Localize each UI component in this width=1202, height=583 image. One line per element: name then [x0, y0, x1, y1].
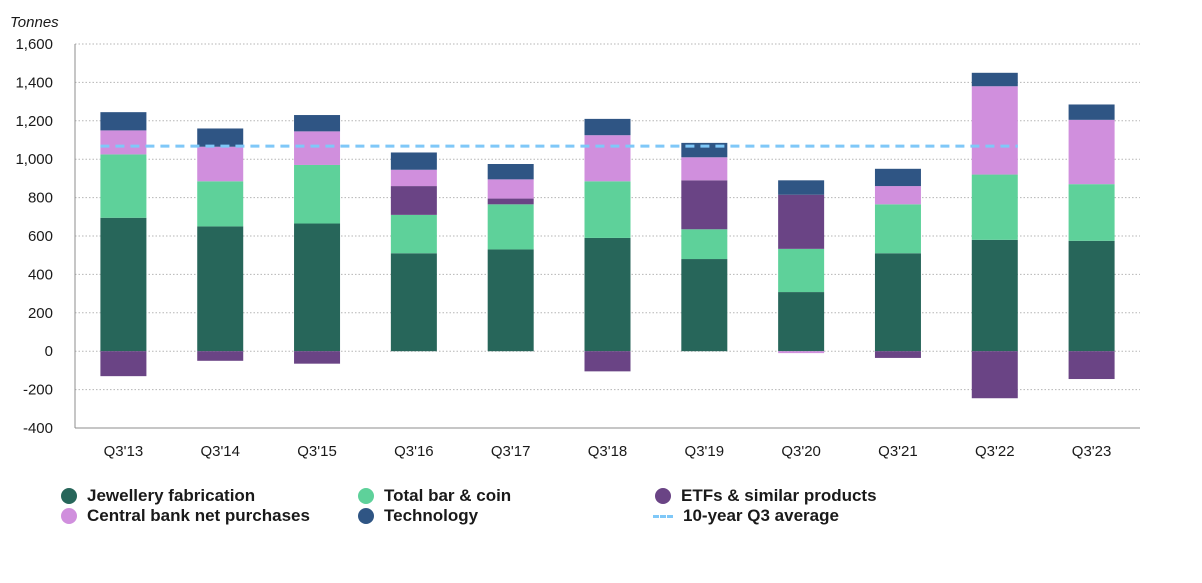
bar-segment [294, 223, 341, 352]
bar-segment [1068, 119, 1115, 185]
bar-segment [874, 351, 921, 358]
bar-segment [874, 253, 921, 352]
bar-segment [487, 164, 534, 180]
bar-segment [197, 226, 244, 352]
bar-segment [971, 86, 1018, 175]
bar-segment [1068, 351, 1115, 380]
bar-segment [390, 169, 437, 187]
bar-segment [681, 229, 728, 260]
bar-segment [197, 351, 244, 361]
bar-segment [487, 204, 534, 250]
bar-segment [971, 174, 1018, 240]
y-tick-label: 1,000 [15, 151, 53, 168]
bar-segment [874, 204, 921, 254]
bar-segment [100, 112, 147, 131]
bar-segment [294, 164, 341, 224]
bar-segment [778, 292, 825, 352]
bar-segment [874, 186, 921, 205]
x-tick-label: Q3'17 [491, 443, 531, 460]
y-tick-label: 400 [28, 266, 53, 283]
bar-segment [584, 135, 631, 182]
bar-segment [778, 351, 825, 354]
bar-segment [681, 180, 728, 230]
x-tick-label: Q3'16 [394, 443, 434, 460]
bar-segment [294, 115, 341, 132]
bar-segment [197, 146, 244, 182]
bar-segment [584, 118, 631, 136]
bar-segment [294, 351, 341, 364]
bar-segment [197, 128, 244, 147]
y-tick-label: -200 [23, 382, 53, 399]
x-tick-label: Q3'15 [297, 443, 337, 460]
y-tick-label: 1,400 [15, 74, 53, 91]
bar-stacks [100, 72, 1115, 399]
x-tick-label: Q3'21 [878, 443, 918, 460]
x-tick-label: Q3'18 [588, 443, 628, 460]
bar-segment [390, 186, 437, 215]
x-tick-label: Q3'14 [200, 443, 240, 460]
y-tick-label: 800 [28, 190, 53, 207]
bar-segment [390, 214, 437, 254]
bar-segment [100, 130, 147, 155]
bar-segment [584, 351, 631, 372]
y-axis-ticks: -400 -200 0 200 400 600 800 1,000 1,200 1,400 1,60… [15, 36, 53, 437]
x-axis-ticks: Q3'13 Q3'14 Q3'15 Q3'16 Q3'17 Q3'18 Q3'19 Q3'20… [104, 443, 1112, 460]
bar-segment [584, 181, 631, 238]
bar-segment [1068, 104, 1115, 120]
y-unit-label: Tonnes [10, 14, 59, 31]
bar-segment [197, 181, 244, 227]
y-tick-label: 200 [28, 305, 53, 322]
bar-segment [584, 237, 631, 352]
bar-segment [1068, 184, 1115, 241]
bar-segment [971, 72, 1018, 87]
x-tick-label: Q3'22 [975, 443, 1015, 460]
bar-segment [487, 249, 534, 352]
bar-segment [778, 180, 825, 195]
bar-segment [971, 351, 1018, 399]
x-tick-label: Q3'23 [1072, 443, 1112, 460]
bar-segment [874, 168, 921, 187]
bar-segment [100, 217, 147, 352]
x-tick-label: Q3'13 [104, 443, 144, 460]
bar-segment [390, 253, 437, 352]
bar-segment [1068, 240, 1115, 352]
y-tick-label: 1,600 [15, 36, 53, 53]
bar-segment [778, 194, 825, 249]
y-tick-label: 1,200 [15, 113, 53, 130]
bar-segment [390, 152, 437, 170]
bar-segment [294, 131, 341, 165]
y-tick-label: -400 [23, 420, 53, 437]
bar-segment [681, 157, 728, 181]
bar-segment [487, 179, 534, 199]
bar-segment [681, 259, 728, 352]
x-axis [74, 44, 1140, 429]
y-tick-label: 0 [45, 343, 53, 360]
bar-segment [487, 198, 534, 205]
bar-segment [100, 154, 147, 218]
x-tick-label: Q3'20 [781, 443, 821, 460]
x-tick-label: Q3'19 [685, 443, 725, 460]
y-tick-label: 600 [28, 228, 53, 245]
bar-segment [971, 239, 1018, 352]
bar-segment [100, 351, 147, 377]
bar-segment [778, 248, 825, 293]
